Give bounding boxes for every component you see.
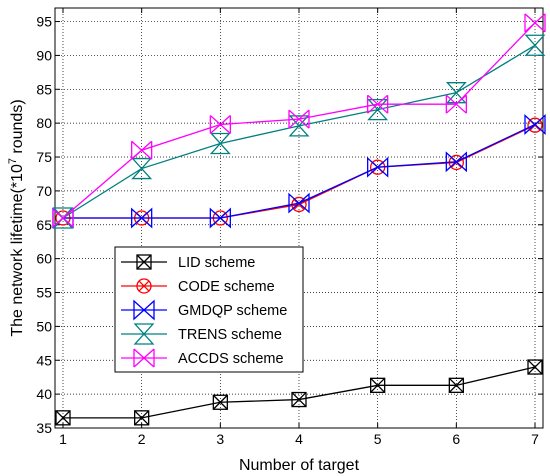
data-point xyxy=(367,98,389,121)
y-tick-label: 55 xyxy=(36,285,52,301)
x-tick-label: 2 xyxy=(138,431,146,447)
data-point xyxy=(445,82,467,104)
y-tick-label: 70 xyxy=(36,183,52,199)
x-axis-title: Number of target xyxy=(239,457,360,474)
data-point xyxy=(212,394,228,410)
legend-item: ACCDS scheme xyxy=(121,348,284,368)
legend-item: LID scheme xyxy=(121,254,255,271)
legend-marker xyxy=(136,278,152,294)
legend-label: ACCDS scheme xyxy=(178,351,284,367)
y-tick-label: 90 xyxy=(36,47,52,63)
y-tick-label: 50 xyxy=(36,318,52,334)
series-1 xyxy=(55,359,543,426)
data-point xyxy=(209,132,231,155)
data-point xyxy=(445,151,467,173)
y-axis-title-exponent: 7 xyxy=(7,158,19,164)
data-point xyxy=(524,114,546,135)
data-point xyxy=(52,208,74,228)
legend-item: GMDQP scheme xyxy=(121,299,287,321)
data-point xyxy=(445,94,467,114)
legend-label: TRENS scheme xyxy=(178,327,282,343)
data-point xyxy=(131,207,153,229)
legend-item: TRENS scheme xyxy=(121,323,282,345)
y-axis-title-suffix: rounds) xyxy=(9,99,26,158)
x-tick-label: 3 xyxy=(216,431,224,447)
y-tick-label: 45 xyxy=(36,352,52,368)
x-tick-label: 6 xyxy=(452,431,460,447)
data-point xyxy=(131,140,153,160)
y-tick-label: 60 xyxy=(36,251,52,267)
y-tick-label: 95 xyxy=(36,14,52,30)
y-tick-label: 40 xyxy=(36,386,52,402)
series-3 xyxy=(52,114,546,229)
legend-marker xyxy=(133,323,155,345)
data-point xyxy=(524,34,546,56)
data-point xyxy=(288,192,310,214)
data-point xyxy=(370,377,386,393)
legend-item: CODE scheme xyxy=(121,278,275,295)
data-point xyxy=(134,410,150,426)
legend-marker xyxy=(133,348,155,368)
y-tick-label: 75 xyxy=(36,149,52,165)
x-tick-label: 4 xyxy=(295,431,303,447)
x-tick-label: 7 xyxy=(531,431,539,447)
data-point xyxy=(448,377,464,393)
legend-label: CODE scheme xyxy=(178,279,275,295)
data-point xyxy=(131,157,153,180)
data-point xyxy=(367,94,389,114)
y-axis-title-main: The network lifetime(*10 xyxy=(9,164,26,337)
data-point xyxy=(527,359,543,375)
legend-label: GMDQP scheme xyxy=(178,303,287,319)
y-tick-label: 85 xyxy=(36,81,52,97)
x-tick-label: 5 xyxy=(374,431,382,447)
legend-marker xyxy=(136,254,152,270)
legend: LID scheme CODE scheme GMDQP scheme TRENS s… xyxy=(114,246,304,373)
data-point xyxy=(367,156,389,178)
y-tick-label: 80 xyxy=(36,115,52,131)
data-point xyxy=(55,410,71,426)
y-tick-label: 65 xyxy=(36,217,52,233)
y-axis-title: The network lifetime(*107 rounds) xyxy=(7,99,26,336)
series-lines xyxy=(52,13,546,426)
data-point xyxy=(209,207,231,229)
data-point xyxy=(209,115,231,134)
series-5 xyxy=(52,13,546,228)
y-tick-label: 35 xyxy=(36,420,52,436)
data-point xyxy=(288,109,310,129)
data-point xyxy=(524,13,546,33)
legend-marker xyxy=(133,299,155,321)
legend-label: LID scheme xyxy=(178,255,255,271)
data-point xyxy=(291,391,307,408)
x-tick-label: 1 xyxy=(59,431,67,447)
